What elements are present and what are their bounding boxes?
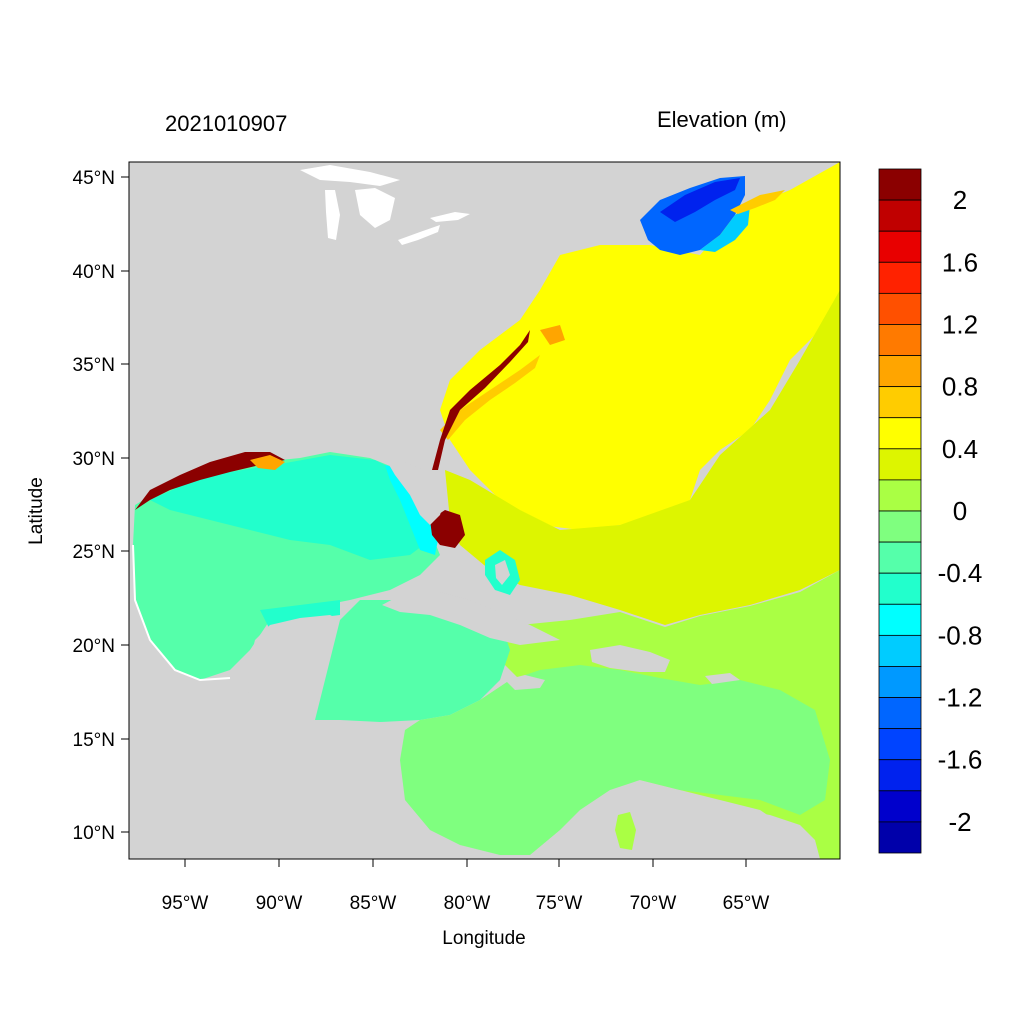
cuba-land <box>382 590 560 645</box>
colorbar-swatch <box>878 541 922 574</box>
y-tick-label: 15°N <box>73 730 115 751</box>
x-tick-label: 85°W <box>350 893 397 914</box>
lake-erie <box>398 225 440 245</box>
colorbar-label: -2 <box>948 807 971 837</box>
hatteras-orange <box>540 325 565 345</box>
louisiana-marsh-orange <box>250 455 285 470</box>
colorbar-swatch <box>878 603 922 636</box>
colorbar-swatch <box>878 479 922 512</box>
caribbean-east <box>400 665 830 855</box>
florida-land <box>385 458 445 525</box>
y-tick-label: 35°N <box>73 355 115 376</box>
x-tick-label: 70°W <box>630 893 677 914</box>
atlantic-ocean <box>440 162 840 530</box>
colorbar-swatch <box>878 168 922 201</box>
south-america-land <box>530 795 820 859</box>
gulf-coast-marsh <box>135 452 285 510</box>
lake-michigan <box>325 190 340 240</box>
x-ticks <box>184 859 747 867</box>
colorbar: 2 1.6 1.2 0.8 0.4 0 -0.4 -0.8 -1.2 -1.6 -2 <box>878 168 983 854</box>
colorbar-swatch <box>878 230 922 263</box>
colorbar-swatch <box>878 199 922 232</box>
y-tick-label: 30°N <box>73 449 115 470</box>
caribbean-west <box>315 600 510 722</box>
colorbar-swatch <box>878 666 922 698</box>
colorbar-swatch <box>878 790 922 823</box>
x-tick-label: 90°W <box>256 893 303 914</box>
y-ticks <box>121 176 129 833</box>
east-coast-marsh <box>432 330 530 470</box>
colorbar-label: -0.4 <box>938 558 983 588</box>
colorbar-swatch <box>878 261 922 294</box>
timestamp-title: 2021010907 <box>165 111 288 136</box>
variable-title: Elevation (m) <box>657 107 787 132</box>
plot-frame <box>128 161 841 860</box>
colorbar-swatch <box>878 292 922 325</box>
colorbar-swatch <box>878 386 922 419</box>
colorbar-label: 0.4 <box>942 434 978 464</box>
colorbar-label: -1.2 <box>938 683 983 713</box>
gulf-west-coastline <box>132 544 231 682</box>
lake-huron <box>355 188 395 228</box>
atlantic-southeast <box>445 290 840 625</box>
colorbar-label: 1.2 <box>942 309 978 339</box>
florida-west-coast-cyan <box>385 465 438 555</box>
x-tick-label: 75°W <box>536 893 583 914</box>
gulf-of-maine-edge <box>700 205 750 252</box>
colorbar-swatch <box>878 572 922 605</box>
lake-ontario <box>430 212 470 222</box>
scotian-shelf-orange <box>730 190 785 214</box>
colorbar-swatch <box>878 417 922 450</box>
y-tick-label: 10°N <box>73 823 115 844</box>
gulf-north-cyan <box>150 455 430 560</box>
colorbar-label: -1.6 <box>938 745 983 775</box>
colorbar-swatch <box>878 324 922 356</box>
gulf-of-maine-deep <box>660 178 740 222</box>
y-tick-label: 20°N <box>73 636 115 657</box>
hispaniola-land <box>590 645 670 672</box>
y-axis-title: Latitude <box>26 477 47 545</box>
colorbar-label: 1.6 <box>942 247 978 277</box>
south-florida-surge <box>430 510 465 548</box>
colorbar-label: -0.8 <box>938 620 983 650</box>
puerto-rico-land <box>705 673 740 684</box>
colorbar-swatch <box>878 728 922 761</box>
colorbar-label: 0 <box>953 496 967 526</box>
y-tick-label: 25°N <box>73 542 115 563</box>
colorbar-swatch <box>878 510 922 543</box>
colorbar-swatch <box>878 355 922 388</box>
colorbar-swatch <box>878 821 922 854</box>
southeast-coast-band <box>440 355 540 440</box>
x-tick-label: 65°W <box>723 893 770 914</box>
jamaica-land <box>505 675 545 690</box>
yucatan-north-strip <box>260 600 340 630</box>
lake-superior <box>300 165 400 186</box>
y-tick-label: 40°N <box>73 262 115 283</box>
x-tick-label: 80°W <box>444 893 491 914</box>
lake-maracaibo <box>615 812 636 850</box>
colorbar-label: 0.8 <box>942 372 978 402</box>
x-tick-label: 95°W <box>162 893 209 914</box>
x-axis-title: Longitude <box>442 928 525 949</box>
colorbar-swatch <box>878 697 922 730</box>
colorbar-label: 2 <box>953 185 967 215</box>
yucatan-land <box>230 615 340 720</box>
bahamas-land <box>495 560 510 585</box>
colorbar-swatch <box>878 759 922 792</box>
y-tick-label: 45°N <box>73 168 115 189</box>
colorbar-swatch <box>878 448 922 481</box>
colorbar-swatch <box>878 634 922 667</box>
